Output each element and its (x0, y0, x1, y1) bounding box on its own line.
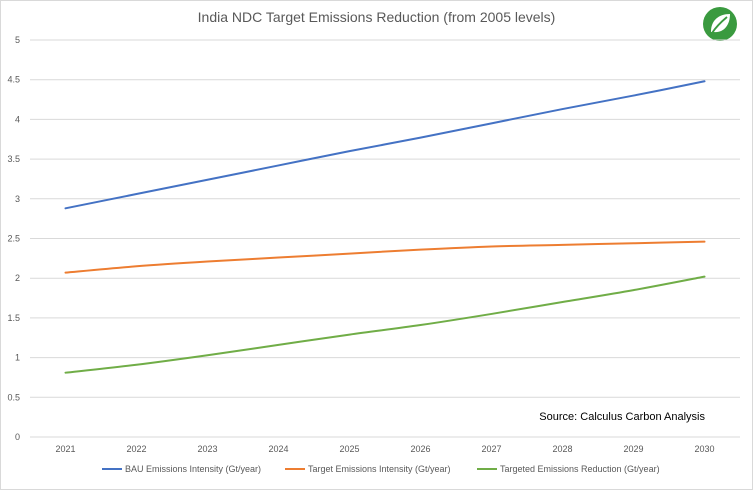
series-line-1 (64, 80, 706, 210)
y-tick-label: 0 (15, 432, 20, 442)
y-tick-label: 1 (15, 353, 20, 363)
series-line-3 (64, 275, 706, 374)
x-tick-label: 2026 (410, 444, 430, 454)
leaf-icon (703, 7, 737, 41)
x-tick-label: 2024 (268, 444, 288, 454)
legend-label: Target Emissions Intensity (Gt/year) (308, 464, 451, 474)
chart-title: India NDC Target Emissions Reduction (fr… (197, 9, 556, 25)
y-tick-label: 0.5 (7, 392, 20, 402)
x-tick-label: 2022 (126, 444, 146, 454)
y-tick-label: 4 (15, 114, 20, 124)
y-tick-label: 5 (15, 35, 20, 45)
y-tick-label: 3 (15, 194, 20, 204)
source-annotation: Source: Calculus Carbon Analysis (539, 411, 705, 423)
y-tick-label: 2.5 (7, 234, 20, 244)
legend-label: BAU Emissions Intensity (Gt/year) (125, 464, 261, 474)
x-tick-label: 2027 (481, 444, 501, 454)
y-tick-label: 3.5 (7, 154, 20, 164)
x-tick-label: 2021 (55, 444, 75, 454)
series-line-2 (64, 240, 706, 274)
y-tick-label: 4.5 (7, 75, 20, 85)
x-tick-label: 2029 (623, 444, 643, 454)
y-tick-label: 2 (15, 273, 20, 283)
x-tick-label: 2023 (197, 444, 217, 454)
x-tick-label: 2028 (552, 444, 572, 454)
x-tick-label: 2025 (339, 444, 359, 454)
y-tick-label: 1.5 (7, 313, 20, 323)
x-tick-label: 2030 (694, 444, 714, 454)
legend-label: Targeted Emissions Reduction (Gt/year) (500, 464, 660, 474)
